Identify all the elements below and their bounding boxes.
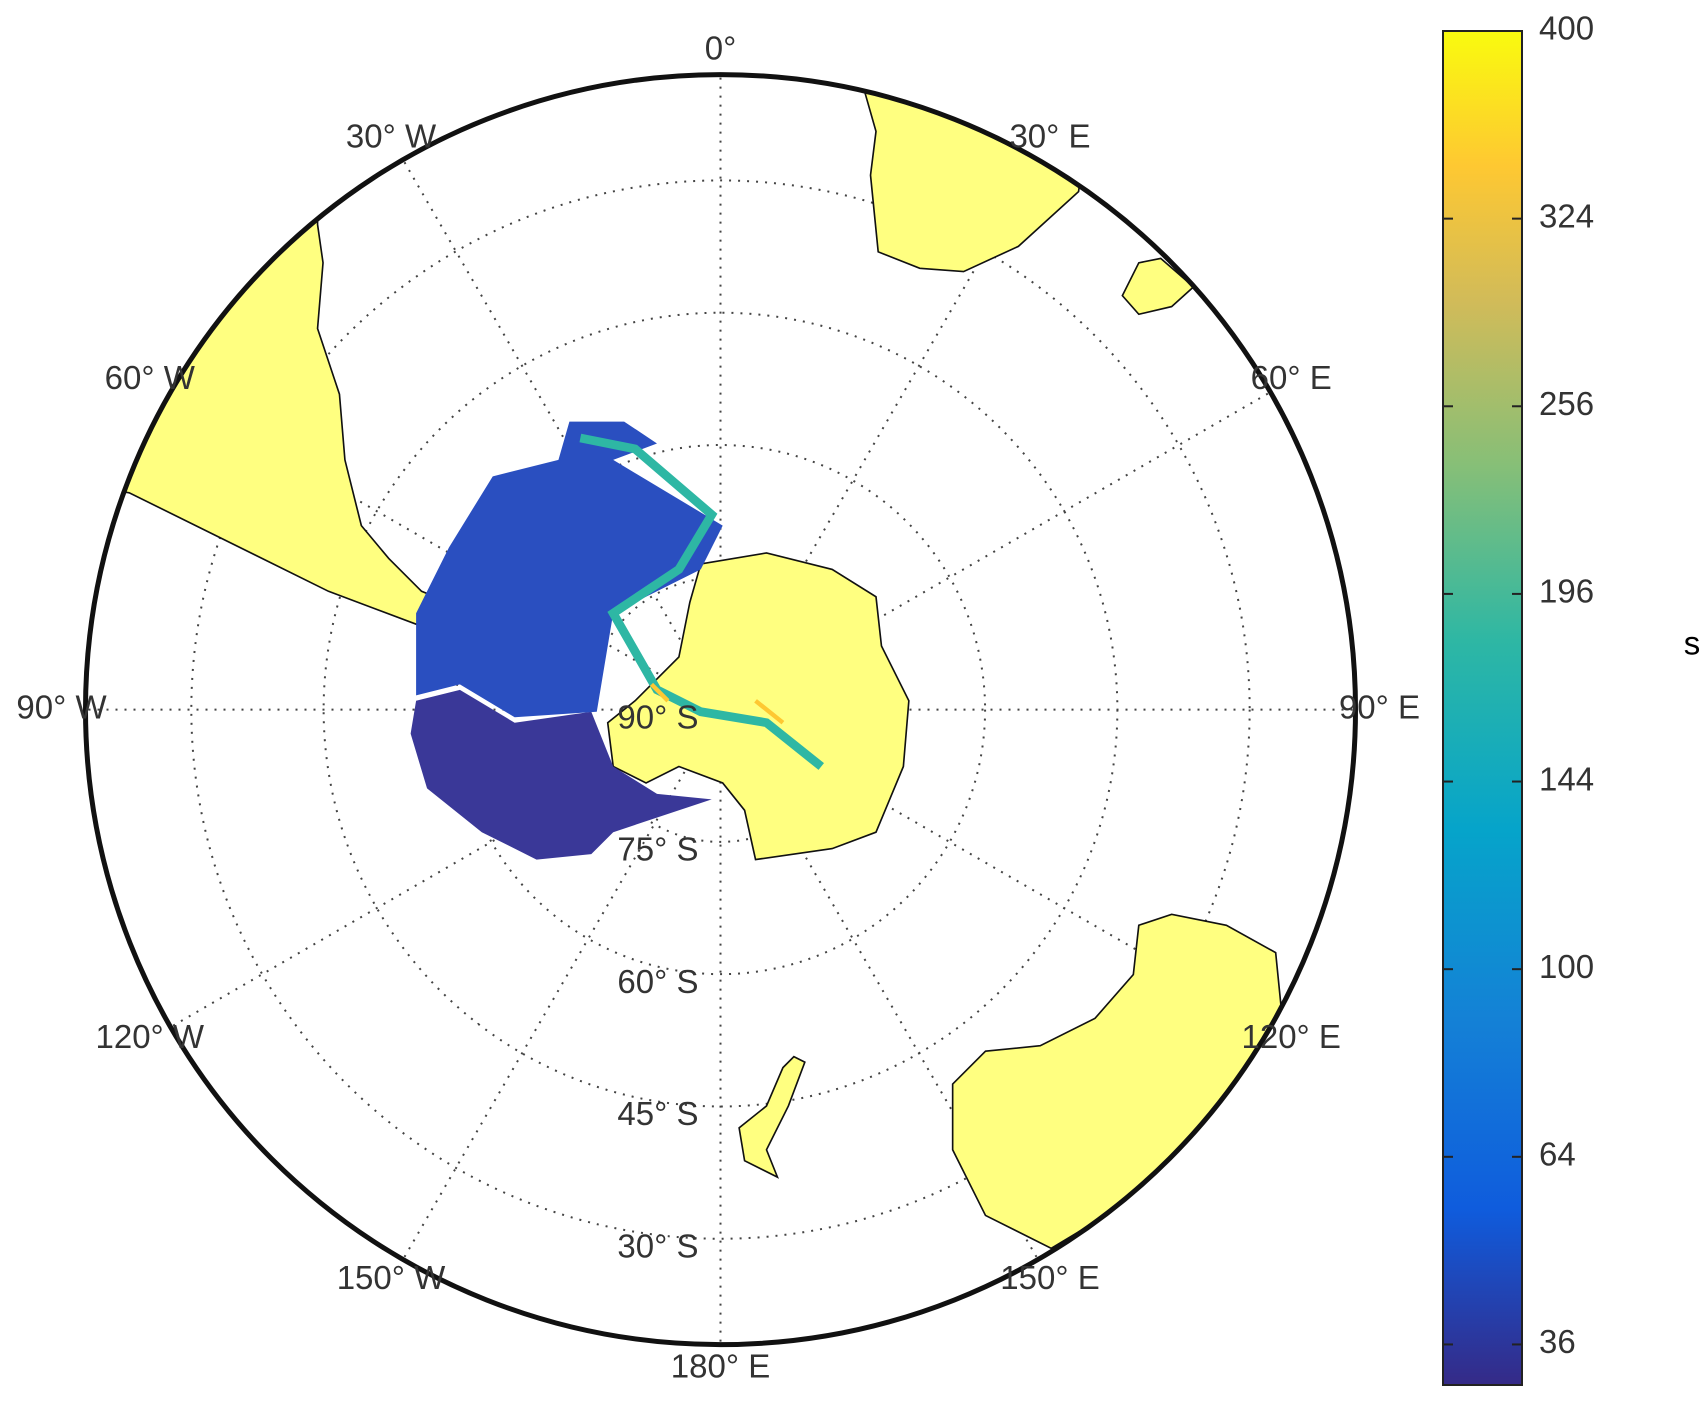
longitude-label: 150° W bbox=[337, 1259, 446, 1296]
field-streak bbox=[579, 433, 824, 770]
new-zealand bbox=[738, 1055, 806, 1179]
colorbar-tick-label: 196 bbox=[1539, 573, 1594, 610]
colorbar bbox=[1442, 30, 1523, 1386]
field bbox=[416, 421, 723, 718]
latitude-label: 75° S bbox=[617, 831, 698, 868]
longitude-label: 60° W bbox=[105, 359, 196, 396]
field-low bbox=[410, 689, 712, 860]
parallel bbox=[454, 444, 987, 976]
colorbar-tick-label: 324 bbox=[1539, 197, 1594, 234]
latitude-label: 90° S bbox=[617, 698, 698, 735]
latitude-label: 45° S bbox=[617, 1095, 698, 1132]
longitude-label: 90° W bbox=[16, 688, 107, 725]
land-and-field bbox=[85, 74, 1282, 1250]
longitude-label: 30° E bbox=[1009, 118, 1090, 155]
madagascar bbox=[1121, 257, 1195, 316]
colorbar-tick-label: 400 bbox=[1539, 10, 1594, 47]
latitude-label: 30° S bbox=[617, 1227, 698, 1264]
longitude-label: 60° E bbox=[1251, 359, 1332, 396]
colorbar-tick-label: 64 bbox=[1539, 1136, 1576, 1173]
australia bbox=[951, 913, 1282, 1250]
antarctica bbox=[606, 552, 910, 861]
longitude-label: 150° E bbox=[1000, 1259, 1099, 1296]
longitude-label: 180° E bbox=[671, 1347, 770, 1384]
colorbar-label: s bbox=[1684, 625, 1701, 662]
longitude-label: 0° bbox=[705, 29, 737, 66]
parallel bbox=[322, 311, 1119, 1108]
colorbar-tick-label: 100 bbox=[1539, 948, 1594, 985]
longitude-label: 120° W bbox=[96, 1018, 205, 1055]
map-frame bbox=[83, 72, 1358, 1348]
colorbar-tick-label: 144 bbox=[1539, 760, 1594, 797]
colorbar-tick-label: 36 bbox=[1539, 1323, 1576, 1360]
parallel bbox=[190, 179, 1251, 1240]
colorbar-axis: 36 64 100 144 196 256 324 400 s bbox=[1443, 10, 1700, 1360]
africa bbox=[864, 74, 1096, 273]
colorbar-tick-label: 256 bbox=[1539, 385, 1594, 422]
longitude-label: 120° E bbox=[1241, 1018, 1340, 1055]
latitude-label: 60° S bbox=[617, 963, 698, 1000]
longitude-label: 90° E bbox=[1339, 688, 1420, 725]
field-peak bbox=[649, 682, 785, 725]
longitude-label: 30° W bbox=[346, 118, 437, 155]
